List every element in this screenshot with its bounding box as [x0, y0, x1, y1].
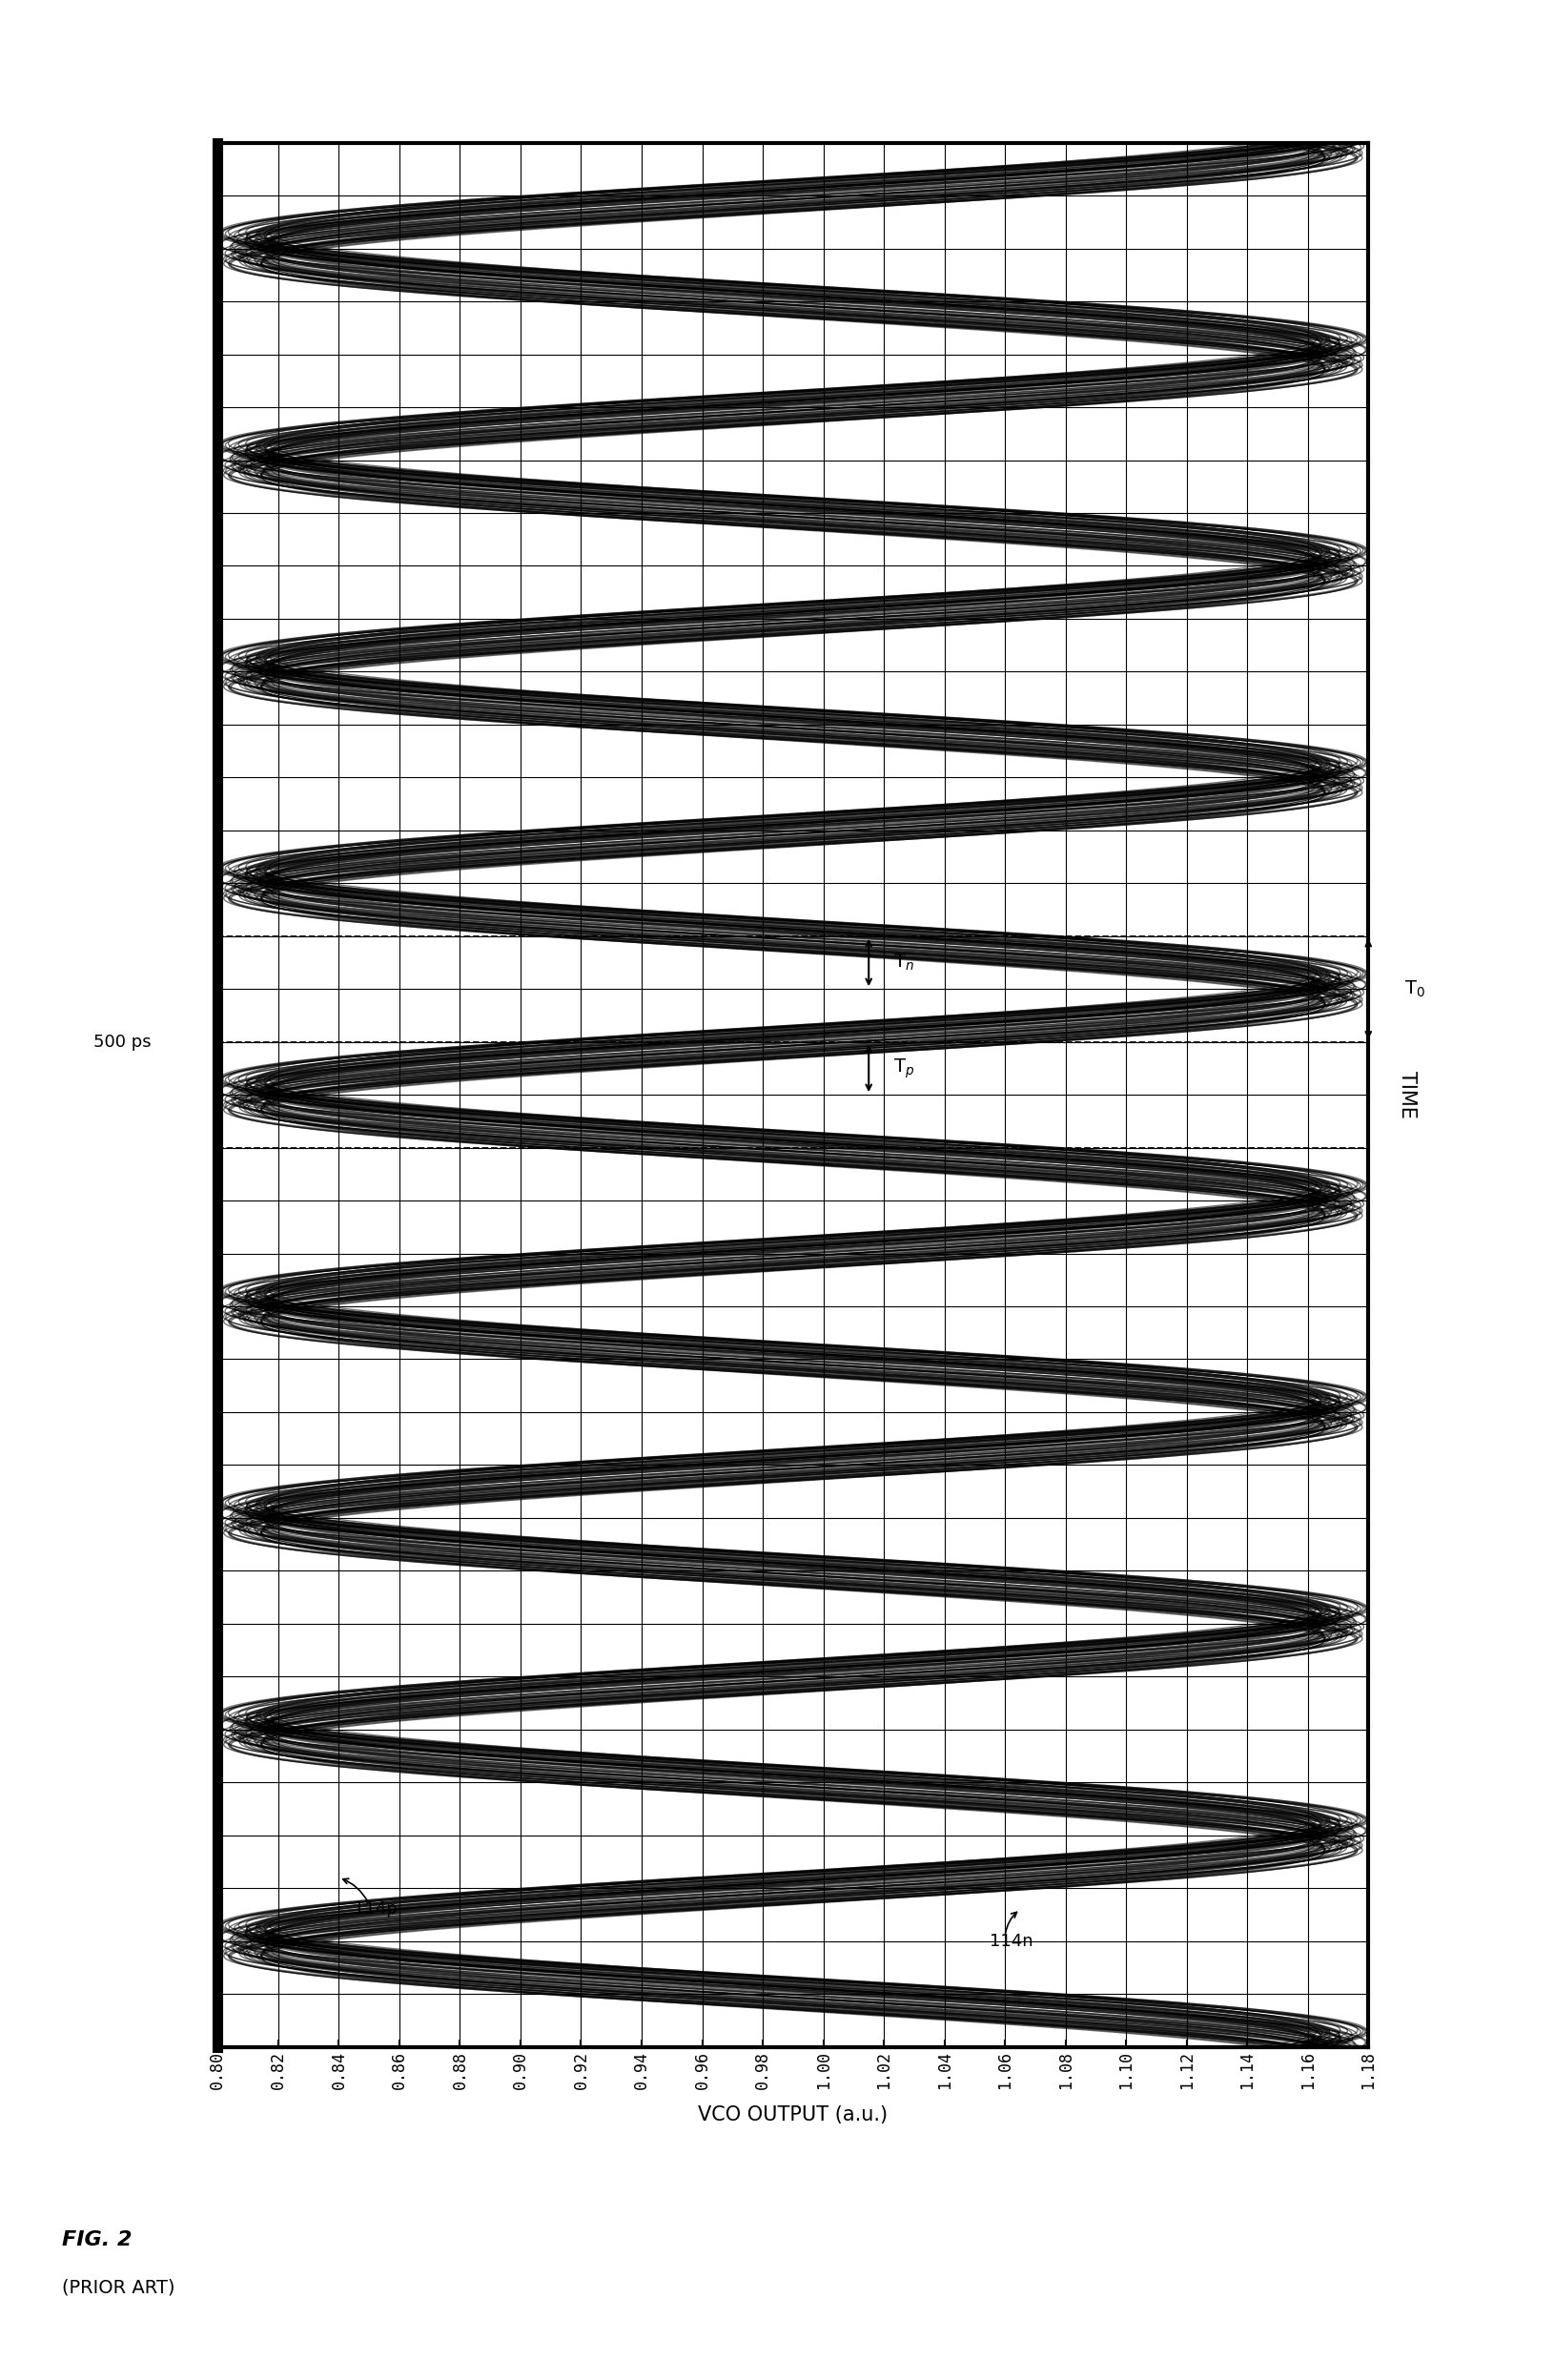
Text: (PRIOR ART): (PRIOR ART): [62, 2278, 176, 2297]
Text: 114n: 114n: [990, 1933, 1033, 1949]
Text: TIME: TIME: [1397, 1071, 1416, 1119]
Text: T$_0$: T$_0$: [1403, 978, 1425, 1000]
Text: T$_p$: T$_p$: [892, 1057, 914, 1081]
Text: 114p: 114p: [354, 1902, 398, 1918]
X-axis label: VCO OUTPUT (a.u.): VCO OUTPUT (a.u.): [698, 2106, 887, 2125]
Text: T$_n$: T$_n$: [892, 952, 914, 973]
Text: 500 ps: 500 ps: [93, 1033, 151, 1050]
Text: FIG. 2: FIG. 2: [62, 2230, 132, 2249]
